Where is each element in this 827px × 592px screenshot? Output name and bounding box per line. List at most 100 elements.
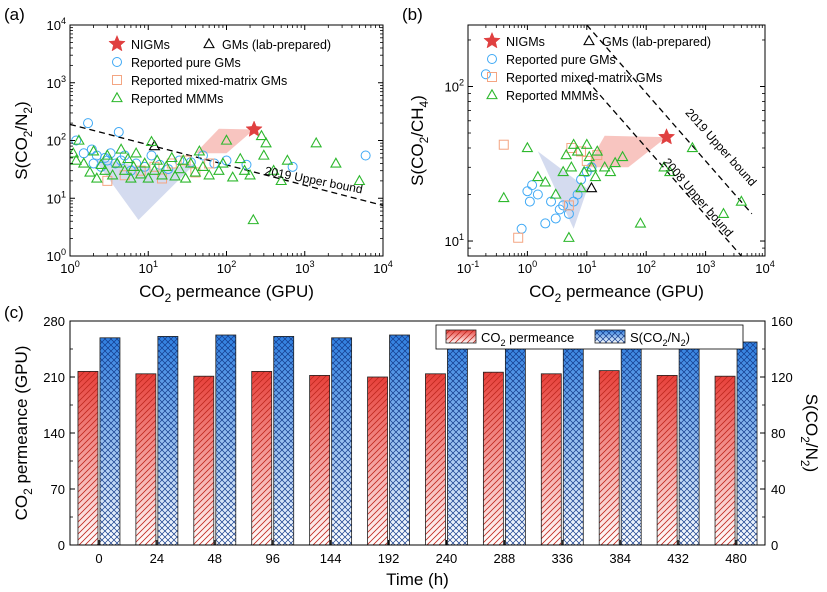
bar-co2-permeance	[714, 375, 736, 546]
data-point	[203, 168, 216, 180]
y-right-tick-label: 80	[771, 426, 785, 441]
data-point	[87, 145, 100, 156]
y-tick-label: 102	[46, 132, 66, 149]
bar-co2-permeance	[540, 373, 562, 546]
data-point	[146, 150, 157, 161]
panel-b: 10-1 100 101 102 103 104 101 102 CO2 permeance (…	[402, 5, 775, 305]
panel-c: 0 24 48 96 144 192 240 288 336 384 432 480 0 70 140 210…	[4, 303, 821, 589]
data-point	[480, 69, 491, 80]
legend-marker	[112, 75, 122, 85]
data-point	[353, 174, 366, 186]
upper-bound-line	[586, 79, 742, 256]
data-point	[583, 150, 596, 162]
legend-marker	[487, 72, 497, 82]
data-point	[360, 150, 371, 161]
bar-co2-permeance	[135, 373, 157, 546]
data-point	[220, 134, 233, 145]
data-point	[77, 157, 90, 168]
data-point	[247, 213, 260, 225]
bar-selectivity	[504, 340, 526, 546]
data-point	[257, 149, 270, 160]
data-point	[70, 147, 80, 158]
data-point	[179, 172, 192, 183]
data-point	[563, 208, 574, 219]
legend-label: Reported MMMs	[131, 92, 223, 106]
data-point	[275, 174, 288, 186]
y-left-tick-label: 70	[51, 482, 65, 497]
data-point	[598, 160, 611, 172]
data-point	[540, 218, 551, 229]
x-tick-label: 103	[696, 259, 716, 276]
bar-co2-permeance	[656, 374, 678, 546]
data-point	[589, 170, 602, 182]
y-tick-label: 101	[46, 189, 66, 206]
data-point	[197, 150, 208, 161]
legend-label: GMs (lab-prepared)	[602, 35, 711, 49]
legend-label: CO2 permeance	[481, 330, 574, 348]
data-point	[521, 141, 534, 153]
x-tick-label: 100	[60, 259, 80, 276]
data-point	[165, 151, 178, 163]
data-point	[310, 136, 323, 148]
x-axis-label: CO2 permeance (GPU)	[139, 282, 314, 305]
y-left-axis-label: CO2 permeance (GPU)	[12, 346, 35, 521]
data-point	[226, 171, 239, 182]
x-tick-label: 240	[436, 551, 458, 566]
y-tick-label: 103	[46, 74, 66, 91]
data-point	[142, 172, 155, 183]
x-tick-label: 102	[636, 259, 656, 276]
legend-box	[435, 324, 744, 350]
data-point	[213, 164, 225, 175]
data-point	[513, 232, 524, 243]
data-point	[189, 166, 202, 177]
data-point	[281, 154, 294, 165]
data-point	[156, 168, 168, 180]
data-point	[539, 175, 552, 187]
x-tick-label: 384	[609, 551, 631, 566]
data-point	[557, 165, 570, 177]
y-left-tick-label: 140	[43, 426, 65, 441]
data-point	[565, 160, 578, 172]
legend-swatch	[594, 329, 626, 344]
x-tick-label: 288	[494, 551, 516, 566]
bar-co2-permeance	[77, 370, 99, 546]
data-point	[122, 152, 134, 164]
x-tick-label: 336	[551, 551, 573, 566]
data-point	[160, 160, 173, 172]
x-tick-label: 10-1	[457, 259, 480, 276]
data-point	[735, 195, 748, 206]
legend-swatch	[445, 329, 477, 344]
upper-bound-label: 2008 Upper bound	[660, 155, 736, 239]
data-point	[244, 168, 256, 180]
data-point	[549, 188, 562, 199]
trend-arrow	[195, 128, 255, 154]
bar-selectivity	[99, 337, 121, 546]
data-point	[173, 162, 186, 174]
y-left-tick-label: 210	[43, 370, 65, 385]
legend-marker	[487, 54, 497, 64]
data-point	[86, 144, 97, 155]
data-point	[115, 143, 128, 154]
data-point	[634, 217, 647, 228]
data-point	[567, 138, 580, 149]
bar-selectivity	[389, 334, 410, 546]
y-tick-label: 100	[46, 247, 66, 264]
data-point	[604, 165, 617, 177]
panel-label: (a)	[4, 5, 25, 24]
data-point	[260, 136, 272, 148]
bar-selectivity	[562, 335, 584, 546]
legend: CO2 permeance S(CO2/N2)	[435, 324, 744, 350]
bar-selectivity	[447, 334, 468, 546]
data-point	[151, 154, 164, 165]
data-point	[217, 157, 229, 168]
legend-marker	[486, 88, 498, 100]
y-left-tick-label: 0	[58, 538, 65, 553]
y-tick-label: 104	[46, 16, 66, 33]
bar-selectivity	[157, 335, 179, 546]
data-point	[531, 170, 544, 182]
data-point	[127, 160, 140, 172]
data-point	[563, 231, 575, 242]
data-point	[124, 172, 137, 183]
panel-label: (c)	[4, 303, 24, 322]
data-point	[524, 196, 535, 207]
